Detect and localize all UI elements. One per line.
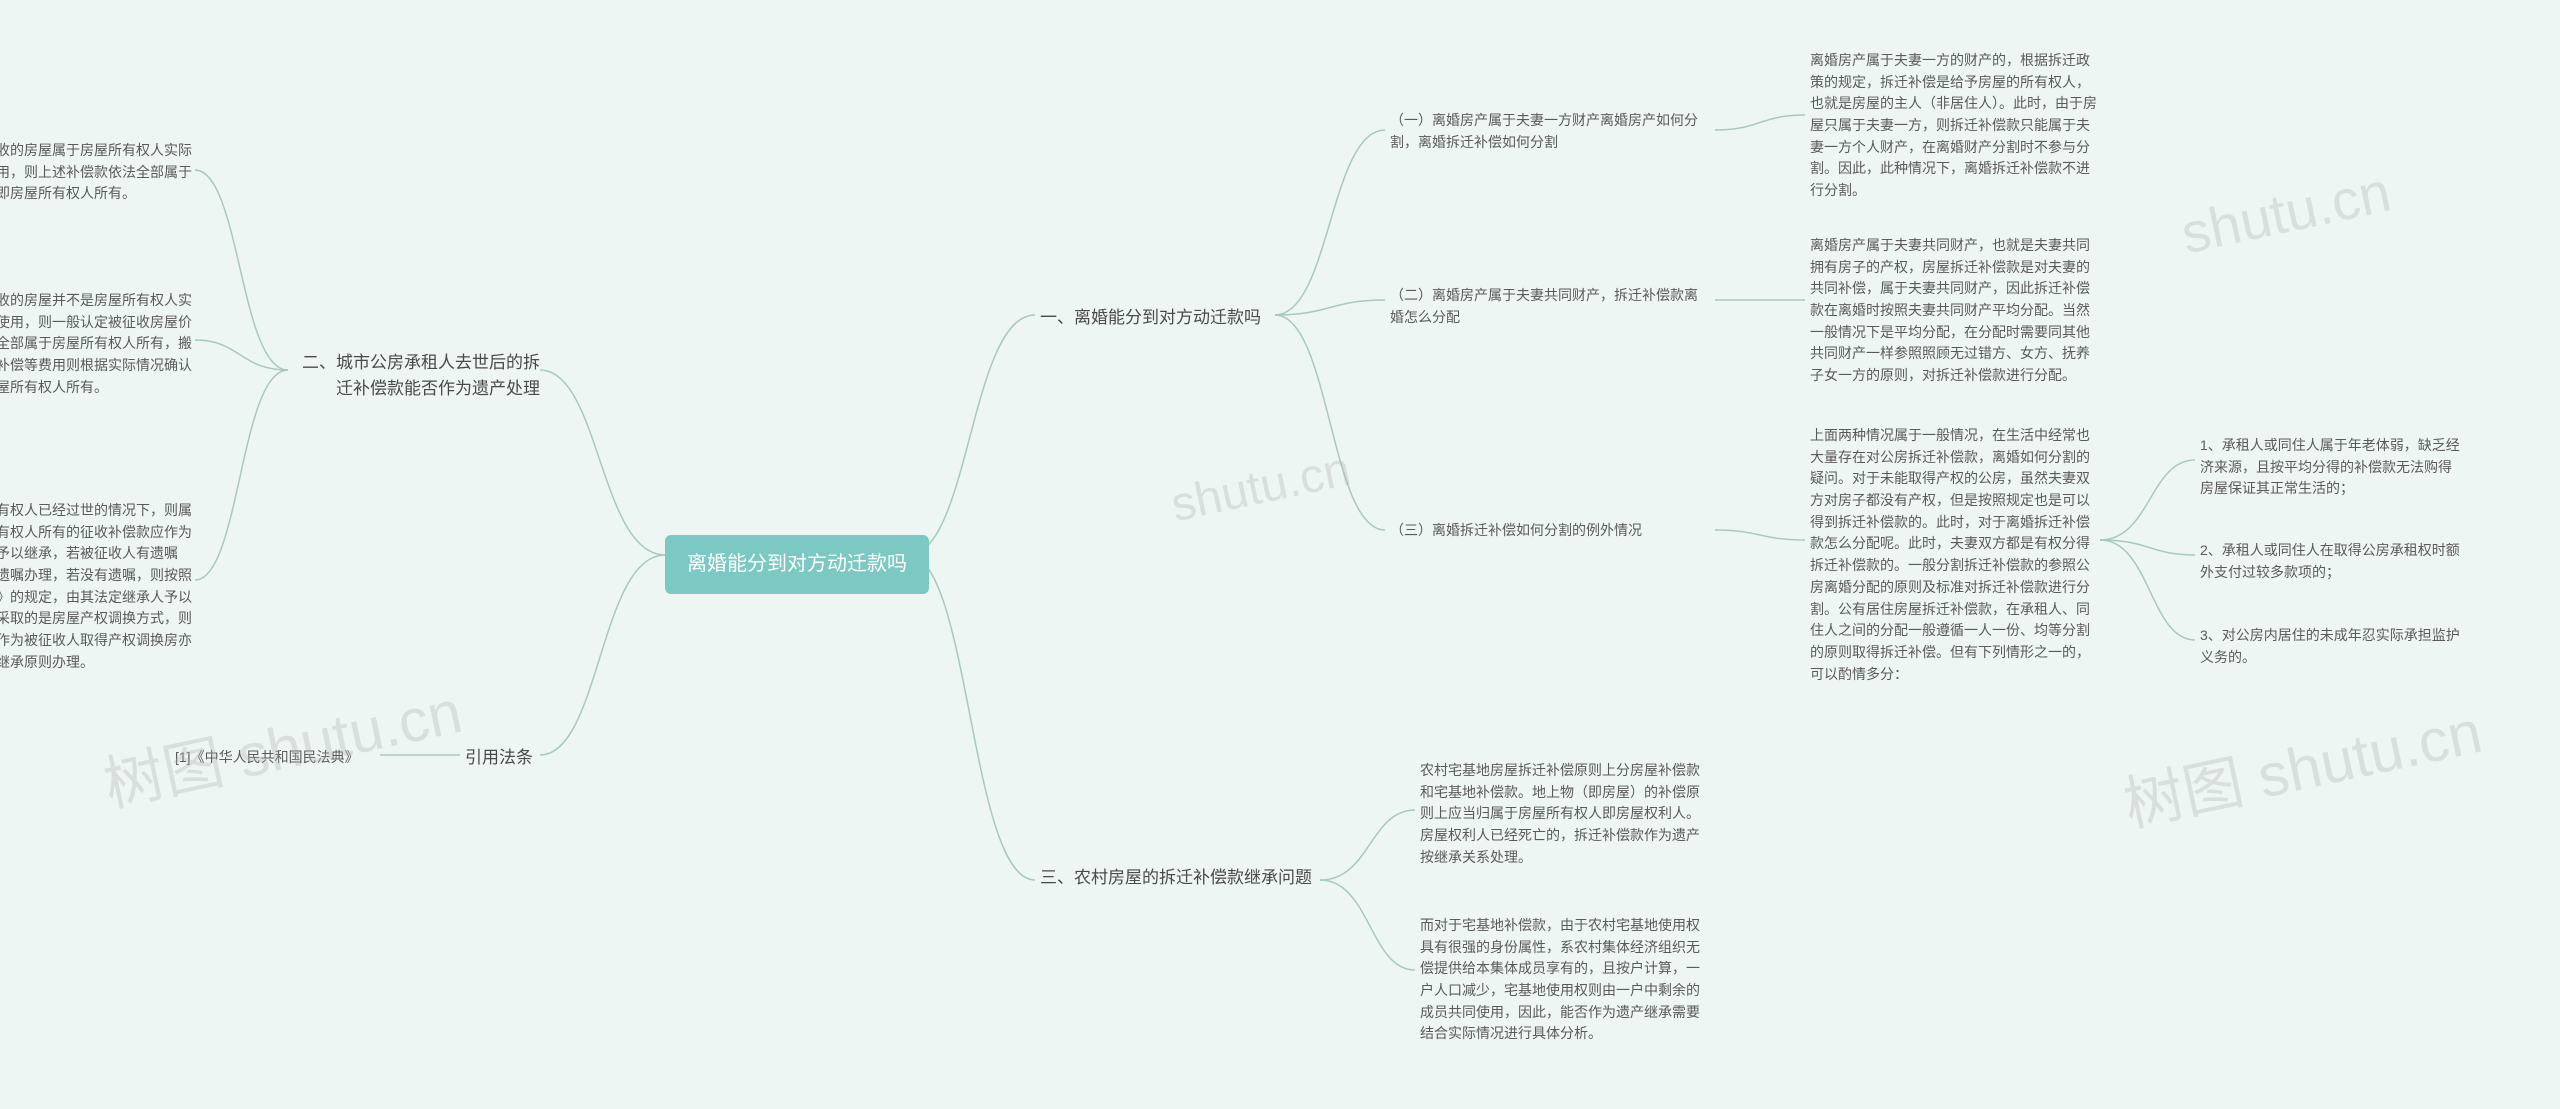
branch-one-child-1: （一）离婚房产属于夫妻一方财产离婚房产如何分割，离婚拆迁补偿如何分割 [1390,110,1710,153]
branch-two: 二、城市公房承租人去世后的拆迁补偿款能否作为遗产处理 [290,350,540,403]
branch-three-desc-2: 而对于宅基地补偿款，由于农村宅基地使用权具有很强的身份属性，系农村集体经济组织无… [1420,915,1710,1045]
branch-two-child-3: 在房屋所有权人已经过世的情况下，则属于房屋所有权人所有的征收补偿款应作为遗产依法… [0,500,195,674]
branch-one-child-3-item-2: 2、承租人或同住人在取得公房承租权时额外支付过较多款项的； [2200,540,2460,583]
branch-one-child-1-desc: 离婚房产属于夫妻一方的财产的，根据拆迁政策的规定，拆迁补偿是给予房屋的所有权人，… [1810,50,2100,202]
branch-two-child-2: 如果被征收的房屋并不是房屋所有权人实际居住、使用，则一般认定被征收房屋价值的补偿… [0,290,195,398]
mindmap-root: 离婚能分到对方动迁款吗 [665,535,929,594]
branch-three-desc-1: 农村宅基地房屋拆迁补偿原则上分房屋补偿款和宅基地补偿款。地上物（即房屋）的补偿原… [1420,760,1710,868]
branch-one-child-3-item-1: 1、承租人或同住人属于年老体弱，缺乏经济来源，且按平均分得的补偿款无法购得房屋保… [2200,435,2460,500]
branch-one: 一、离婚能分到对方动迁款吗 [1040,305,1261,331]
branch-one-child-3-desc: 上面两种情况属于一般情况，在生活中经常也大量存在对公房拆迁补偿款，离婚如何分割的… [1810,425,2100,685]
branch-one-child-3: （三）离婚拆迁补偿如何分割的例外情况 [1390,520,1642,542]
branch-reference: 引用法条 [465,745,533,771]
branch-one-child-3-item-3: 3、对公房内居住的未成年忍实际承担监护义务的。 [2200,625,2460,668]
branch-one-child-2: （二）离婚房产属于夫妻共同财产，拆迁补偿款离婚怎么分配 [1390,285,1710,328]
branch-three: 三、农村房屋的拆迁补偿款继承问题 [1040,865,1312,891]
reference-item: [1]《中华人民共和国民法典》 [175,747,359,769]
connector-layer [0,0,2560,1109]
branch-one-child-2-desc: 离婚房产属于夫妻共同财产，也就是夫妻共同拥有房子的产权，房屋拆迁补偿款是对夫妻的… [1810,235,2100,387]
branch-two-child-1: 如果被征收的房屋属于房屋所有权人实际居住、使用，则上述补偿款依法全部属于被征收人… [0,140,195,205]
